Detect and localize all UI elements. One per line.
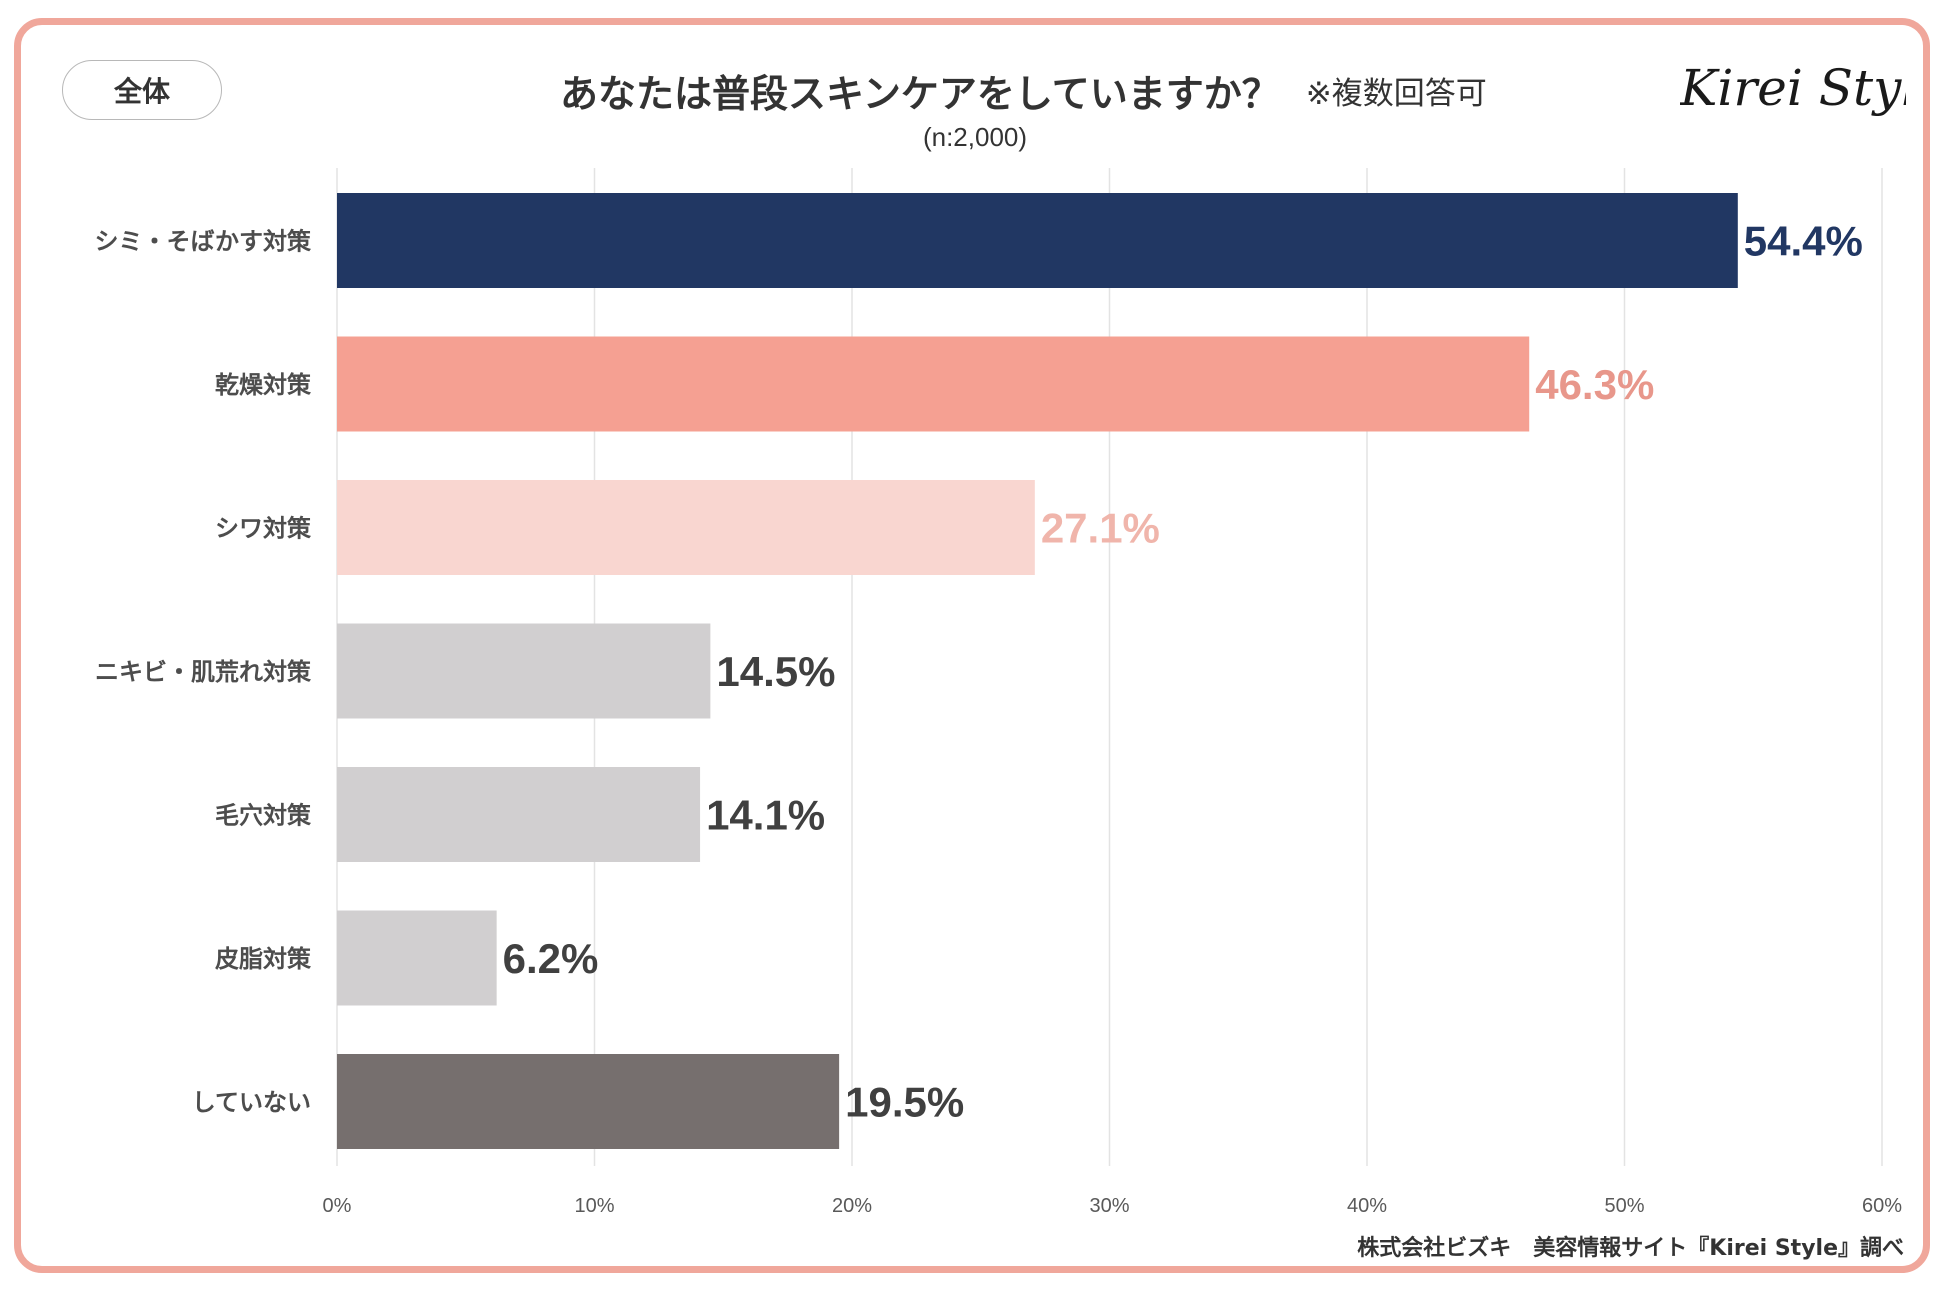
data-label: 14.5% xyxy=(716,648,835,695)
bar xyxy=(337,1054,840,1149)
bar xyxy=(337,480,1035,575)
category-label: シミ・そばかす対策 xyxy=(95,228,312,256)
data-label: 54.4% xyxy=(1744,218,1863,265)
bar xyxy=(337,336,1530,432)
sample-size: (n:2,000) xyxy=(922,122,1028,152)
data-label: 46.3% xyxy=(1535,361,1654,408)
kirei-style-logo: Kirei Style xyxy=(1680,59,1906,117)
x-tick-label: 40% xyxy=(1347,1195,1387,1217)
category-label: 皮脂対策 xyxy=(215,945,312,973)
x-tick-label: 50% xyxy=(1604,1195,1644,1217)
x-tick-label: 0% xyxy=(323,1195,352,1217)
data-label: 6.2% xyxy=(503,935,599,982)
category-label: シワ対策 xyxy=(215,515,312,543)
chart-title-note: ※複数回答可 xyxy=(1305,75,1487,112)
bar xyxy=(337,910,497,1006)
chart-title: あなたは普段スキンケアをしていますか？ xyxy=(560,71,1280,116)
chart-title-row: あなたは普段スキンケアをしていますか？ ※複数回答可 xyxy=(560,60,1487,120)
source-credit: 株式会社ビズキ 美容情報サイト『Kirei Style』調べ xyxy=(1357,1236,1904,1261)
segment-badge: 全体 xyxy=(62,60,222,120)
category-label: 乾燥対策 xyxy=(215,371,312,399)
data-label: 19.5% xyxy=(845,1079,964,1126)
x-tick-label: 20% xyxy=(832,1195,872,1217)
x-tick-label: 60% xyxy=(1862,1195,1902,1217)
x-tick-label: 10% xyxy=(574,1195,614,1217)
data-label: 27.1% xyxy=(1041,505,1160,552)
bar xyxy=(337,767,701,862)
category-label: ニキビ・肌荒れ対策 xyxy=(95,658,312,686)
logo-text: Kirei Style xyxy=(1680,59,1906,117)
bar xyxy=(337,623,711,719)
category-label: 毛穴対策 xyxy=(215,802,312,830)
x-tick-label: 30% xyxy=(1089,1195,1129,1217)
category-label: していない xyxy=(192,1089,311,1117)
bar xyxy=(337,193,1738,288)
data-label: 14.1% xyxy=(706,792,825,839)
